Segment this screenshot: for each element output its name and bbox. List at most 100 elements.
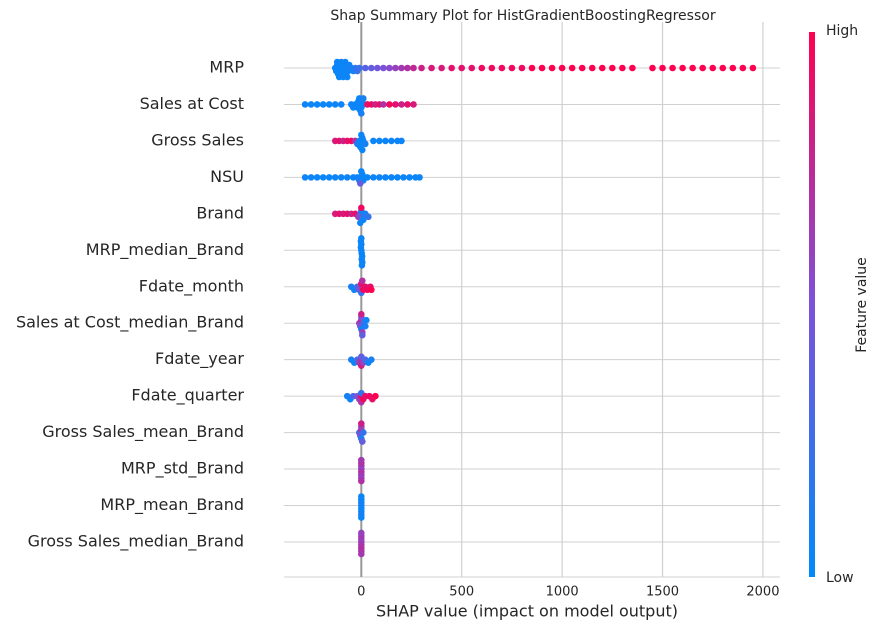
point xyxy=(358,529,365,537)
point xyxy=(609,64,616,72)
point xyxy=(358,550,365,558)
point xyxy=(301,101,309,108)
point xyxy=(649,64,656,72)
point xyxy=(689,64,696,72)
point xyxy=(357,219,364,227)
point xyxy=(392,101,399,108)
point xyxy=(301,174,309,181)
point xyxy=(669,64,676,72)
point xyxy=(478,64,486,72)
point xyxy=(357,180,364,187)
point xyxy=(356,64,363,72)
point xyxy=(337,101,345,108)
point xyxy=(548,64,556,72)
point xyxy=(362,322,369,330)
point xyxy=(416,174,423,181)
point xyxy=(380,64,387,72)
point xyxy=(359,438,366,445)
point xyxy=(363,316,370,324)
point xyxy=(448,64,455,72)
y-tick-label: Sales at Cost_median_Brand xyxy=(16,313,244,333)
point xyxy=(398,137,405,145)
point xyxy=(359,277,366,285)
point xyxy=(404,101,411,108)
point xyxy=(343,174,351,181)
point xyxy=(498,64,506,72)
point xyxy=(374,64,381,72)
point xyxy=(360,95,367,102)
y-tick-label: Gross Sales_median_Brand xyxy=(28,531,244,551)
point xyxy=(358,493,365,500)
point xyxy=(358,235,365,242)
point xyxy=(508,64,516,72)
point xyxy=(370,137,377,145)
x-tick-label: 2000 xyxy=(746,585,779,600)
point xyxy=(337,174,345,181)
point xyxy=(410,64,417,72)
point xyxy=(398,64,405,72)
point xyxy=(400,174,407,181)
point xyxy=(619,64,626,72)
points xyxy=(301,58,757,558)
point xyxy=(739,64,747,72)
point xyxy=(325,101,333,108)
point xyxy=(362,64,369,72)
point xyxy=(588,64,596,72)
point xyxy=(679,64,686,72)
point xyxy=(380,101,387,108)
point xyxy=(364,174,371,181)
point xyxy=(388,174,395,181)
point xyxy=(699,64,706,72)
y-tick-label: Fdate_month xyxy=(139,276,244,296)
point xyxy=(458,64,466,72)
point xyxy=(394,174,401,181)
point xyxy=(365,213,372,221)
chart-title: Shap Summary Plot for HistGradientBoosti… xyxy=(330,8,715,24)
point xyxy=(358,110,365,117)
point xyxy=(313,174,321,181)
point xyxy=(406,174,413,181)
y-tick-label: NSU xyxy=(210,167,244,186)
point xyxy=(418,64,425,72)
point xyxy=(372,392,379,400)
colorbar-low-label: Low xyxy=(826,570,854,586)
point xyxy=(368,64,375,72)
point xyxy=(438,64,445,72)
y-tick-label: MRP_median_Brand xyxy=(86,240,244,260)
point xyxy=(358,456,365,464)
point xyxy=(358,168,365,175)
x-tick-label: 0 xyxy=(357,585,365,600)
y-tick-label: Fdate_quarter xyxy=(131,386,244,406)
y-tick-label: Gross Sales_mean_Brand xyxy=(42,422,244,442)
point xyxy=(558,64,566,72)
point xyxy=(382,174,389,181)
point xyxy=(382,137,389,145)
y-tick-label: MRP_mean_Brand xyxy=(100,495,244,515)
point xyxy=(359,331,366,339)
y-tick-label: MRP xyxy=(209,58,244,77)
point xyxy=(358,514,365,521)
point xyxy=(359,146,366,154)
point xyxy=(358,204,365,212)
y-tick-label: MRP_std_Brand xyxy=(121,459,244,479)
colorbar xyxy=(809,32,815,577)
point xyxy=(343,73,351,81)
point xyxy=(392,64,399,72)
point xyxy=(319,101,327,108)
point xyxy=(709,64,717,72)
x-axis-label: SHAP value (impact on model output) xyxy=(376,602,678,621)
y-tick-label: Gross Sales xyxy=(151,130,244,149)
point xyxy=(629,64,636,72)
point xyxy=(719,64,727,72)
point xyxy=(376,137,383,145)
point xyxy=(404,64,411,72)
point xyxy=(331,174,339,181)
point xyxy=(358,420,365,427)
point xyxy=(376,174,383,181)
point xyxy=(488,64,496,72)
point xyxy=(428,64,435,72)
point xyxy=(749,64,757,72)
y-tick-label: Brand xyxy=(196,203,244,222)
point xyxy=(368,356,375,363)
